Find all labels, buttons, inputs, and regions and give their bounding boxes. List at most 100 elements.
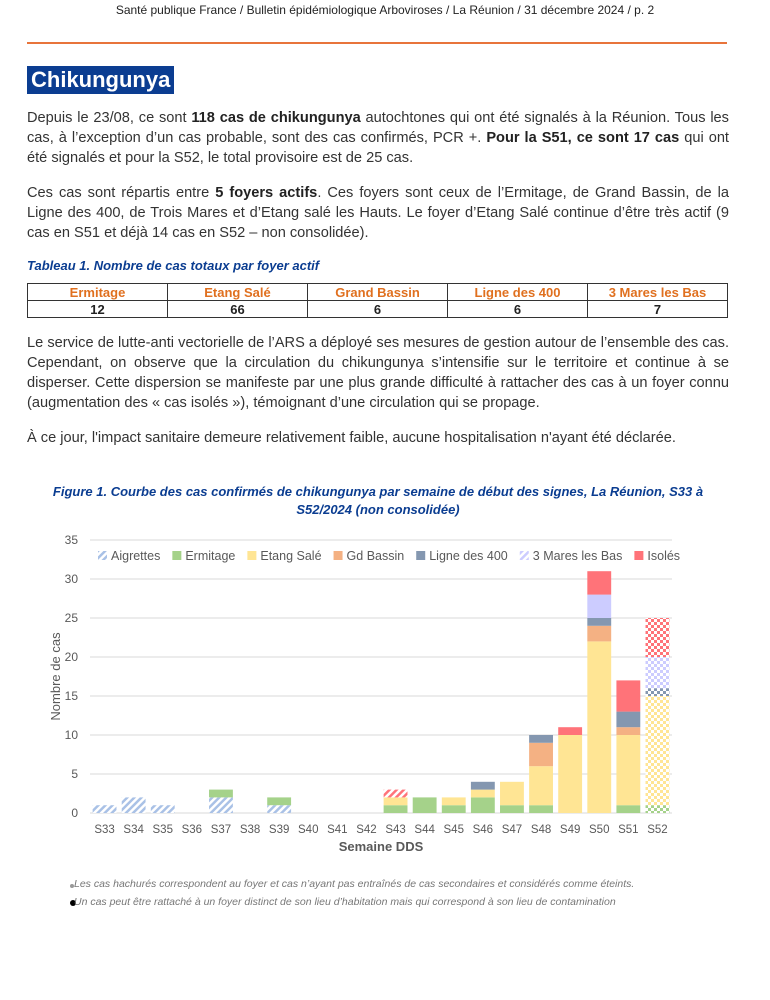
bar-segment-ligne-des-400 [645, 688, 670, 696]
bar-segment-ligne-des-400 [587, 618, 612, 626]
bullet-icon [70, 900, 76, 906]
x-tick-label: S50 [589, 824, 609, 836]
bar-segment-aigrettes [92, 805, 117, 813]
bar-segment-ermitage [529, 805, 553, 813]
y-tick-label: 25 [65, 611, 79, 625]
x-tick-label: S33 [94, 824, 114, 836]
legend-label: Gd Bassin [347, 549, 405, 563]
bar-segment-etang-salé [470, 789, 495, 798]
bar-segment-isolés [558, 727, 583, 735]
x-tick-label: S35 [153, 824, 173, 836]
legend-swatch [634, 551, 644, 560]
stacked-bar-chart: 0 5 10 15 20 25 30 35 Nombre de cas Semaine DDS S3… [48, 533, 680, 854]
x-tick-label: S41 [327, 824, 347, 836]
legend-swatch [519, 551, 529, 560]
bar-segment-ermitage [267, 797, 292, 806]
page-header: Santé publique France / Bulletin épidémi… [115, 3, 655, 17]
y-tick-label: 30 [65, 572, 79, 586]
y-axis-label: Nombre de cas [48, 632, 63, 721]
bar-segment-ermitage [645, 805, 670, 813]
paragraph-4: À ce jour, l'impact sanitaire demeure re… [27, 430, 676, 446]
x-tick-label: S47 [502, 824, 522, 836]
x-tick-label: S39 [269, 824, 289, 836]
bar-segment-etang-salé [441, 797, 466, 806]
x-tick-label: S40 [298, 824, 318, 836]
x-tick-label: S45 [444, 824, 464, 836]
text-bold: 118 cas de chikungunya [191, 110, 361, 126]
x-tick-label: S48 [531, 824, 551, 836]
table-header: Etang Salé [167, 283, 308, 301]
table-caption: Tableau 1. Nombre de cas totaux par foye… [27, 258, 320, 273]
foyer-table: Ermitage Etang Salé Grand Bassin Ligne des … [27, 283, 728, 318]
bar-segment-gd-bassin [587, 625, 612, 642]
text: . Ces foyers sont ceux de l’Ermitage, de… [27, 185, 730, 241]
table-header: Ermitage [27, 283, 168, 301]
divider [27, 42, 727, 44]
text-bold: 5 foyers actifs [215, 185, 318, 201]
bar-segment-gd-bassin [616, 727, 641, 735]
table-cell: 6 [447, 300, 588, 318]
bar-segment-3-mares-les-bas [645, 657, 670, 689]
text: Depuis le 23/08, ce sont [27, 110, 192, 126]
x-tick-label: S43 [385, 824, 405, 836]
bar-segment-isolés [383, 789, 408, 798]
bar-segment-ermitage [412, 797, 437, 813]
bar-segment-isolés [645, 618, 670, 657]
bar-segment-ermitage [209, 789, 233, 798]
figure-caption: Figure 1. Courbe des cas confirmés de ch… [52, 484, 704, 517]
table-cell: 6 [307, 300, 448, 318]
bar-segment-isolés [616, 680, 641, 712]
bar-segment-etang-salé [616, 735, 641, 806]
note-1: Les cas hachurés correspondent au foyer … [74, 878, 635, 890]
legend-label: Aigrettes [111, 549, 160, 563]
paragraph-2: Ces cas sont répartis entre 5 foyers act… [27, 183, 729, 243]
x-tick-label: S42 [356, 824, 376, 836]
y-tick-label: 35 [65, 533, 79, 547]
table-header: Grand Bassin [307, 283, 448, 301]
table-cell: 12 [27, 300, 168, 318]
bar-segment-isolés [587, 571, 612, 595]
legend-label: Ermitage [185, 549, 235, 563]
text-bold: Pour la S51, ce sont 17 cas [486, 130, 680, 146]
bar-segment-aigrettes [121, 797, 146, 813]
bar-segment-etang-salé [558, 735, 583, 813]
table-header-row: Ermitage Etang Salé Grand Bassin Ligne des … [27, 283, 728, 301]
bar-segment-etang-salé [383, 797, 408, 806]
x-tick-label: S37 [211, 824, 231, 836]
bar-segment-ermitage [383, 805, 408, 813]
bar-segment-gd-bassin [529, 742, 553, 767]
x-tick-label: S52 [647, 824, 667, 836]
bar-segment-aigrettes [150, 805, 175, 813]
bar-segment-ligne-des-400 [616, 711, 641, 728]
x-tick-label: S34 [123, 824, 144, 836]
x-tick-label: S36 [182, 824, 202, 836]
x-tick-label: S44 [414, 824, 435, 836]
bar-segment-3-mares-les-bas [587, 594, 612, 618]
table-header: 3 Mares les Bas [587, 283, 728, 301]
bar-segment-etang-salé [529, 766, 553, 806]
table-header: Ligne des 400 [447, 283, 588, 301]
x-axis-label: Semaine DDS [339, 839, 424, 854]
bar-segment-ligne-des-400 [529, 735, 553, 743]
text: Ces cas sont répartis entre [27, 185, 216, 201]
legend-swatch [98, 551, 107, 560]
bar-segment-etang-salé [645, 696, 670, 806]
legend-swatch [172, 551, 182, 560]
legend-label: 3 Mares les Bas [533, 549, 623, 563]
note-2: Un cas peut être rattaché à un foyer dis… [74, 896, 616, 908]
bar-segment-ermitage [616, 805, 641, 813]
y-tick-label: 5 [71, 767, 78, 781]
paragraph-1: Depuis le 23/08, ce sont 118 cas de chik… [27, 108, 729, 168]
bar-segment-aigrettes [209, 797, 233, 813]
x-tick-label: S38 [240, 824, 260, 836]
bar-segment-ermitage [441, 805, 466, 813]
x-tick-label: S49 [560, 824, 580, 836]
legend-label: Ligne des 400 [429, 549, 508, 563]
bar-segment-ermitage [500, 805, 524, 813]
table-cell: 7 [587, 300, 728, 318]
text: qui ont été signalés et pour la S52, le … [27, 130, 729, 166]
text: autochtones qui ont été signalés à la Ré… [27, 110, 729, 146]
y-tick-label: 15 [65, 689, 79, 703]
bar-segment-ermitage [470, 797, 495, 813]
